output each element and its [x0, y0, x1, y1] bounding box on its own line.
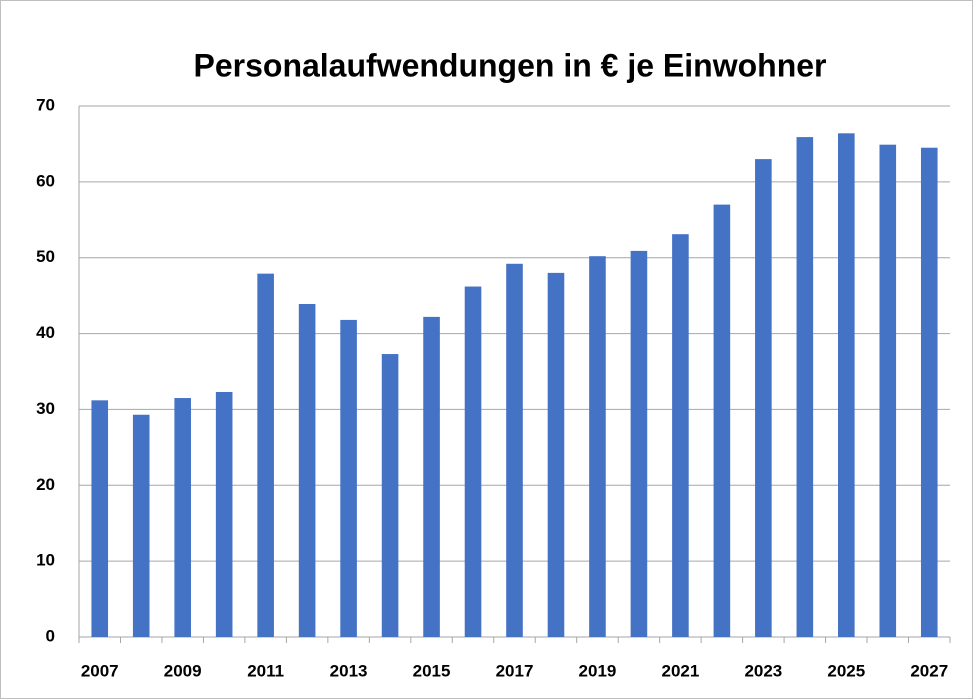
bar [132, 414, 150, 637]
y-tick-label: 20 [36, 475, 55, 494]
y-tick-label: 70 [36, 95, 55, 114]
x-tick-label: 2007 [81, 661, 119, 680]
bar [547, 272, 565, 637]
y-tick-label: 10 [36, 551, 55, 570]
x-tick-label: 2013 [330, 661, 368, 680]
bar [713, 204, 731, 637]
bar [672, 234, 689, 637]
x-tick-label: 2027 [910, 661, 948, 680]
x-tick-label: 2019 [579, 661, 617, 680]
bar [920, 147, 938, 637]
x-tick-label: 2023 [744, 661, 782, 680]
x-tick-label: 2021 [661, 661, 699, 680]
bar [506, 263, 523, 637]
bar [298, 303, 316, 637]
y-tick-label: 50 [36, 247, 55, 266]
x-tick-label: 2015 [413, 661, 451, 680]
x-tick-label: 2009 [164, 661, 202, 680]
bar [879, 144, 897, 638]
y-tick-label: 30 [36, 399, 55, 418]
bar [838, 133, 855, 637]
bar [381, 354, 399, 637]
bar [91, 400, 109, 637]
bar [589, 256, 606, 637]
x-tick-label: 2017 [496, 661, 534, 680]
bar [630, 250, 648, 637]
y-tick-label: 60 [36, 171, 55, 190]
x-tick-label: 2025 [827, 661, 865, 680]
chart-title: Personalaufwendungen in € je Einwohner [194, 47, 827, 83]
y-tick-label: 0 [46, 626, 55, 645]
bar [257, 273, 274, 637]
bar [796, 137, 814, 637]
bar [464, 286, 482, 637]
bar [423, 316, 440, 637]
x-tick-label: 2011 [247, 661, 284, 680]
bar [340, 319, 357, 637]
bar [755, 159, 772, 637]
bar [215, 391, 233, 637]
y-tick-label: 40 [36, 323, 55, 342]
bar [174, 398, 191, 637]
